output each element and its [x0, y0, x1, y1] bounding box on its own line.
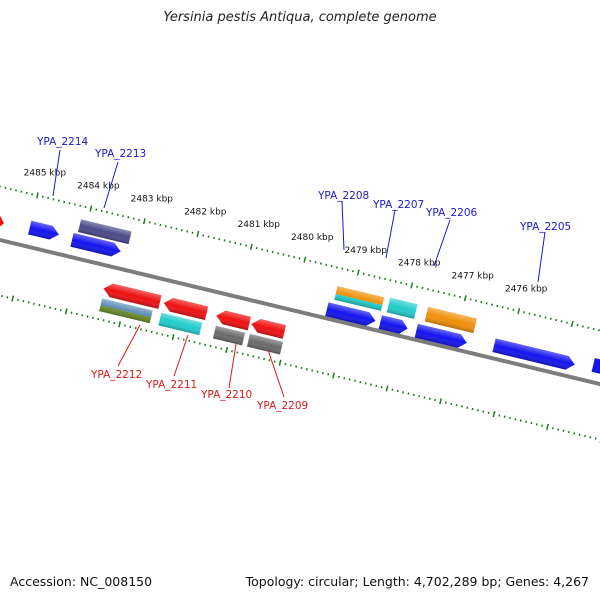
leader-line-ypa-2211 — [173, 334, 189, 377]
topology-text: Topology: circular; Length: 4,702,289 bp… — [245, 574, 589, 589]
kbp-label-2482: 2482 kbp — [184, 207, 227, 217]
top-track-major-tick — [35, 192, 39, 199]
top-track-major-tick — [89, 205, 93, 212]
kbp-label-2484: 2484 kbp — [77, 182, 120, 192]
top-track-major-tick — [196, 230, 200, 238]
map-title: Yersinia pestis Antiqua, complete genome — [163, 10, 437, 25]
top-track-major-tick — [517, 307, 521, 315]
leader-line-ypa-2212 — [117, 324, 141, 367]
top-track-major-tick — [142, 218, 146, 225]
bottom-track-major-tick — [332, 372, 335, 379]
kbp-labels: 2485 kbp 2484 kbp 2483 kbp 2482 kbp 2481… — [24, 169, 548, 295]
leader-line-ypa-2209 — [267, 349, 285, 398]
tick-track-bottom — [1, 294, 600, 443]
gene-label-ypa-2210[interactable]: YPA_2210 — [200, 389, 252, 401]
gene-arrow-partial-red[interactable] — [0, 212, 5, 229]
backbone-line — [0, 228, 600, 392]
forward-genes — [0, 212, 600, 377]
bottom-track-major-tick — [546, 423, 549, 431]
leader-line-ypa-2207 — [385, 209, 396, 259]
bottom-track-major-tick — [225, 346, 229, 354]
rotated-map-frame: 2485 kbp 2484 kbp 2483 kbp 2482 kbp 2481… — [0, 169, 600, 443]
bottom-track-major-tick — [118, 321, 122, 328]
kbp-label-2485: 2485 kbp — [24, 169, 67, 179]
kbp-label-2479: 2479 kbp — [345, 246, 388, 256]
accession-text: Accession: NC_008150 — [10, 574, 153, 589]
kbp-label-2480: 2480 kbp — [291, 233, 334, 243]
top-track-major-tick — [303, 256, 307, 263]
bottom-track-major-tick — [385, 385, 389, 392]
kbp-label-2478: 2478 kbp — [398, 259, 441, 269]
bottom-track-major-tick — [492, 411, 496, 418]
leader-line-ypa-2208 — [341, 200, 345, 251]
top-track-major-tick — [410, 282, 414, 289]
kbp-label-2481: 2481 kbp — [238, 220, 281, 230]
gene-box-partial-right[interactable] — [591, 358, 600, 377]
kbp-label-2477: 2477 kbp — [451, 271, 494, 281]
gene-label-ypa-2209[interactable]: YPA_2209 — [256, 400, 308, 412]
tick-track-top — [0, 185, 600, 332]
leader-line-ypa-2213 — [103, 161, 119, 209]
gene-label-ypa-2212[interactable]: YPA_2212 — [90, 369, 142, 381]
gene-label-ypa-2208[interactable]: YPA_2208 — [317, 190, 369, 202]
bottom-track-major-tick — [278, 359, 282, 366]
gene-label-ypa-2214[interactable]: YPA_2214 — [36, 136, 89, 148]
top-track-major-tick — [570, 320, 574, 327]
bottom-track-major-tick — [64, 308, 68, 315]
bottom-track-major-tick — [439, 398, 442, 405]
kbp-label-2483: 2483 kbp — [131, 194, 174, 204]
reverse-gene-labels: YPA_2212 YPA_2211 YPA_2210 YPA_2209 — [90, 324, 308, 412]
gene-label-ypa-2207[interactable]: YPA_2207 — [372, 199, 424, 211]
top-track-major-tick — [463, 295, 467, 302]
leader-line-ypa-2206 — [433, 219, 451, 267]
forward-gene-labels: YPA_2214 YPA_2213 YPA_2208 YPA_2207 YPA_… — [36, 136, 571, 283]
gene-label-ypa-2211[interactable]: YPA_2211 — [145, 379, 197, 391]
gene-label-ypa-2213[interactable]: YPA_2213 — [94, 148, 146, 160]
leader-line-ypa-2214 — [52, 149, 61, 197]
gene-label-ypa-2206[interactable]: YPA_2206 — [425, 207, 478, 219]
gene-label-ypa-2205[interactable]: YPA_2205 — [519, 221, 571, 233]
bottom-track-major-tick — [11, 295, 15, 302]
bottom-track-major-tick — [171, 334, 175, 341]
reverse-genes — [99, 283, 287, 355]
top-track-major-tick — [249, 243, 253, 250]
kbp-label-2476: 2476 kbp — [505, 284, 548, 294]
leader-line-ypa-2205 — [537, 231, 546, 283]
leader-line-ypa-2210 — [228, 343, 237, 389]
top-track-major-tick — [356, 269, 360, 276]
